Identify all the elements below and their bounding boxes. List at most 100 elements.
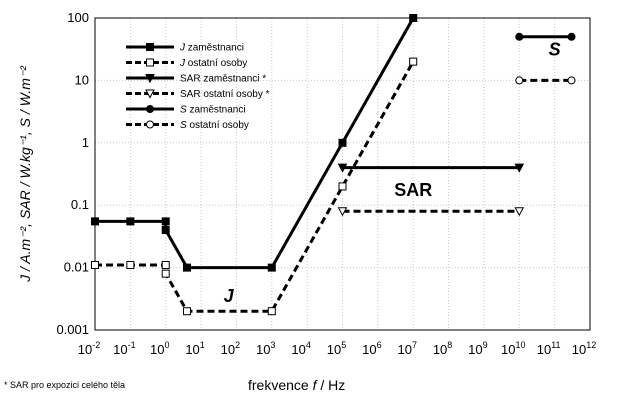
x-tick-base: 10 <box>256 342 270 357</box>
legend-marker-2 <box>145 74 155 84</box>
series-0-point-3 <box>161 226 170 235</box>
annotations: J SAR S <box>224 40 561 307</box>
y-tick-label-2: 0.1 <box>71 197 89 212</box>
x-tick-base: 10 <box>78 342 92 357</box>
legend-label-text: SAR ostatní osoby * <box>180 89 270 100</box>
y-tick-label-0: 0.001 <box>56 322 89 337</box>
series-1-point-7 <box>409 57 418 66</box>
series-2-point-1 <box>514 163 525 173</box>
series-5 <box>515 76 576 85</box>
x-tick-label-0: 10-2 <box>78 340 100 357</box>
legend-item-1: J ostatní osoby <box>126 58 247 69</box>
x-tick-base: 10 <box>433 342 447 357</box>
legend-label-symbol: S <box>180 120 187 131</box>
y-tick-labels: 0.001 0.01 0.1 1 10 100 <box>56 10 89 337</box>
y-tick-label-5: 100 <box>67 10 89 25</box>
plot-frame <box>94 17 591 331</box>
x-tick-label-1: 10-1 <box>113 340 135 357</box>
series-0-point-6 <box>338 138 347 147</box>
series-4-point-1 <box>567 32 576 41</box>
legend-label-1: J ostatní osoby <box>179 58 247 69</box>
x-tick-exponent: 11 <box>551 340 560 350</box>
x-tick-labels: 10-2 10-1 100 101 102 103 104 105 106 107 108 109 10… <box>78 340 596 357</box>
series-0-point-4 <box>183 263 192 272</box>
y-axis-label: J / A.m⁻², SAR / W.kg⁻¹, S / W.m⁻² <box>17 65 33 283</box>
legend-label-2: SAR zaměstnanci * <box>180 74 266 85</box>
y-tick-label-1: 0.01 <box>64 260 89 275</box>
x-tick-base: 10 <box>362 342 376 357</box>
legend-label-text: SAR zaměstnanci * <box>180 74 266 85</box>
legend-label-text: zaměstnanci <box>185 43 244 54</box>
x-tick-exponent: 12 <box>586 340 596 350</box>
legend-label-text: zaměstnanci <box>187 105 246 116</box>
x-tick-base: 10 <box>291 342 305 357</box>
x-tick-exponent: -1 <box>128 340 136 350</box>
legend-marker-1 <box>146 58 154 67</box>
x-tick-label-4: 102 <box>221 340 240 357</box>
annotation-1: SAR <box>394 180 432 200</box>
x-tick-base: 10 <box>537 342 551 357</box>
series-1-point-3 <box>161 269 170 278</box>
x-tick-label-6: 104 <box>291 340 310 357</box>
x-tick-exponent: 8 <box>447 340 452 350</box>
x-tick-exponent: 3 <box>271 340 276 350</box>
series-3-point-0 <box>337 207 348 217</box>
legend-label-text: ostatní osoby <box>185 58 247 69</box>
legend-item-0: J zaměstnanci <box>126 43 244 54</box>
series-0-point-7 <box>409 14 418 22</box>
series-1-point-1 <box>126 261 135 270</box>
x-tick-base: 10 <box>501 342 515 357</box>
legend-marker-5 <box>146 120 154 129</box>
x-axis-label-symbol: f <box>313 377 319 393</box>
series-3-point-1 <box>514 207 525 217</box>
series-0 <box>91 14 418 272</box>
y-tick-label-3: 1 <box>82 135 89 150</box>
x-tick-base: 10 <box>221 342 235 357</box>
series-1-point-4 <box>183 307 192 316</box>
x-tick-base: 10 <box>327 342 341 357</box>
x-tick-base: 10 <box>468 342 482 357</box>
x-tick-label-14: 1012 <box>572 340 596 357</box>
x-tick-exponent: 4 <box>306 340 311 350</box>
series-2-point-0 <box>337 163 348 173</box>
series-4-point-0 <box>515 32 524 41</box>
series-5-point-1 <box>567 76 576 85</box>
x-tick-base: 10 <box>150 342 164 357</box>
legend-label-symbol: S <box>180 105 187 116</box>
x-tick-label-11: 109 <box>468 340 487 357</box>
x-tick-exponent: 6 <box>377 340 382 350</box>
legend-marker-0 <box>146 43 154 51</box>
y-tick-label-4: 10 <box>75 72 89 87</box>
x-tick-exponent: 10 <box>516 340 526 350</box>
series-5-point-0 <box>515 76 524 85</box>
series-1-point-5 <box>267 307 276 316</box>
x-tick-exponent: -2 <box>92 340 100 350</box>
legend-label-text: ostatní osoby <box>187 120 249 131</box>
series-3 <box>337 207 525 217</box>
series-1-point-6 <box>338 182 347 191</box>
annotation-2: S <box>549 40 561 60</box>
x-tick-exponent: 2 <box>235 340 240 350</box>
legend-label-symbol: J <box>179 43 186 54</box>
x-tick-exponent: 1 <box>200 340 205 350</box>
x-tick-label-3: 101 <box>185 340 204 357</box>
x-tick-exponent: 5 <box>341 340 346 350</box>
legend-item-5: S ostatní osoby <box>126 120 249 131</box>
legend-label-symbol: J <box>179 58 186 69</box>
series-1-line <box>95 60 415 313</box>
x-tick-base: 10 <box>113 342 127 357</box>
x-tick-base: 10 <box>572 342 586 357</box>
series-0-point-2 <box>161 217 170 226</box>
legend-label-3: SAR ostatní osoby * <box>180 89 270 100</box>
x-tick-exponent: 7 <box>412 340 417 350</box>
x-tick-exponent: 9 <box>483 340 488 350</box>
legend-label-4: S zaměstnanci <box>180 105 246 116</box>
x-tick-base: 10 <box>185 342 199 357</box>
series-1-point-0 <box>91 261 99 270</box>
series-1-point-2 <box>161 261 170 270</box>
legend-label-5: S ostatní osoby <box>180 120 249 131</box>
series-0-line <box>95 17 415 270</box>
x-axis-label-unit: / Hz <box>316 377 345 393</box>
